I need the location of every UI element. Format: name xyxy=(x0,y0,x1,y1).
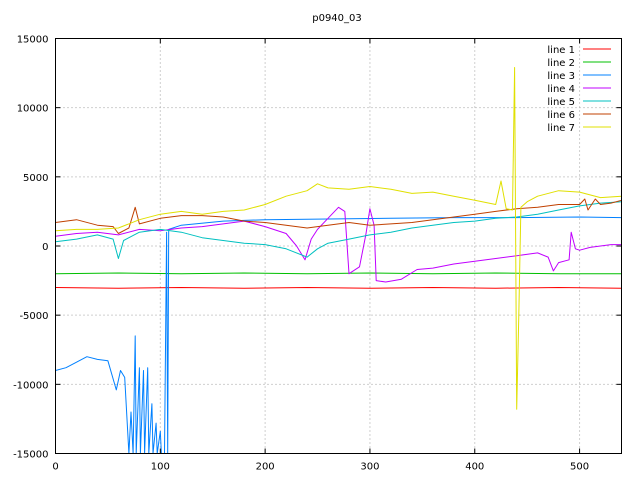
legend-label: line 4 xyxy=(547,84,575,95)
legend-label: line 1 xyxy=(547,45,575,56)
x-tick-label: 200 xyxy=(256,462,275,473)
legend-label: line 6 xyxy=(547,110,575,121)
x-tick-label: 400 xyxy=(465,462,484,473)
legend-label: line 5 xyxy=(547,97,575,108)
series-line-1 xyxy=(55,287,622,289)
chart-title: p0940_03 xyxy=(312,13,362,24)
x-tick-label: 500 xyxy=(570,462,589,473)
legend-label: line 3 xyxy=(547,71,575,82)
y-tick-label: 15000 xyxy=(17,35,49,46)
legend-label: line 2 xyxy=(547,58,575,69)
series-line-6 xyxy=(55,198,622,234)
y-tick-label: 10000 xyxy=(17,104,49,115)
axis-ticks: 0 100 200 300 400 500 -15000 -10000 -5000 0 5000 10… xyxy=(13,35,622,473)
y-tick-label: 0 xyxy=(42,242,48,253)
y-tick-label: 5000 xyxy=(23,173,48,184)
y-tick-label: -15000 xyxy=(13,450,48,461)
x-tick-label: 300 xyxy=(360,462,379,473)
series-line-7 xyxy=(55,67,622,410)
x-tick-label: 100 xyxy=(151,462,170,473)
series-line-3 xyxy=(55,216,622,454)
y-tick-label: -5000 xyxy=(19,311,48,322)
series-layer xyxy=(55,67,622,454)
grid-lines xyxy=(55,38,622,454)
legend-label: line 7 xyxy=(547,123,575,134)
y-tick-label: -10000 xyxy=(13,380,48,391)
legend: line 1 line 2 line 3 line 4 line 5 line 6 line… xyxy=(547,45,611,134)
x-tick-label: 0 xyxy=(52,462,58,473)
series-line-5 xyxy=(55,201,622,259)
series-line-2 xyxy=(55,272,622,275)
series-line-4 xyxy=(55,206,622,283)
